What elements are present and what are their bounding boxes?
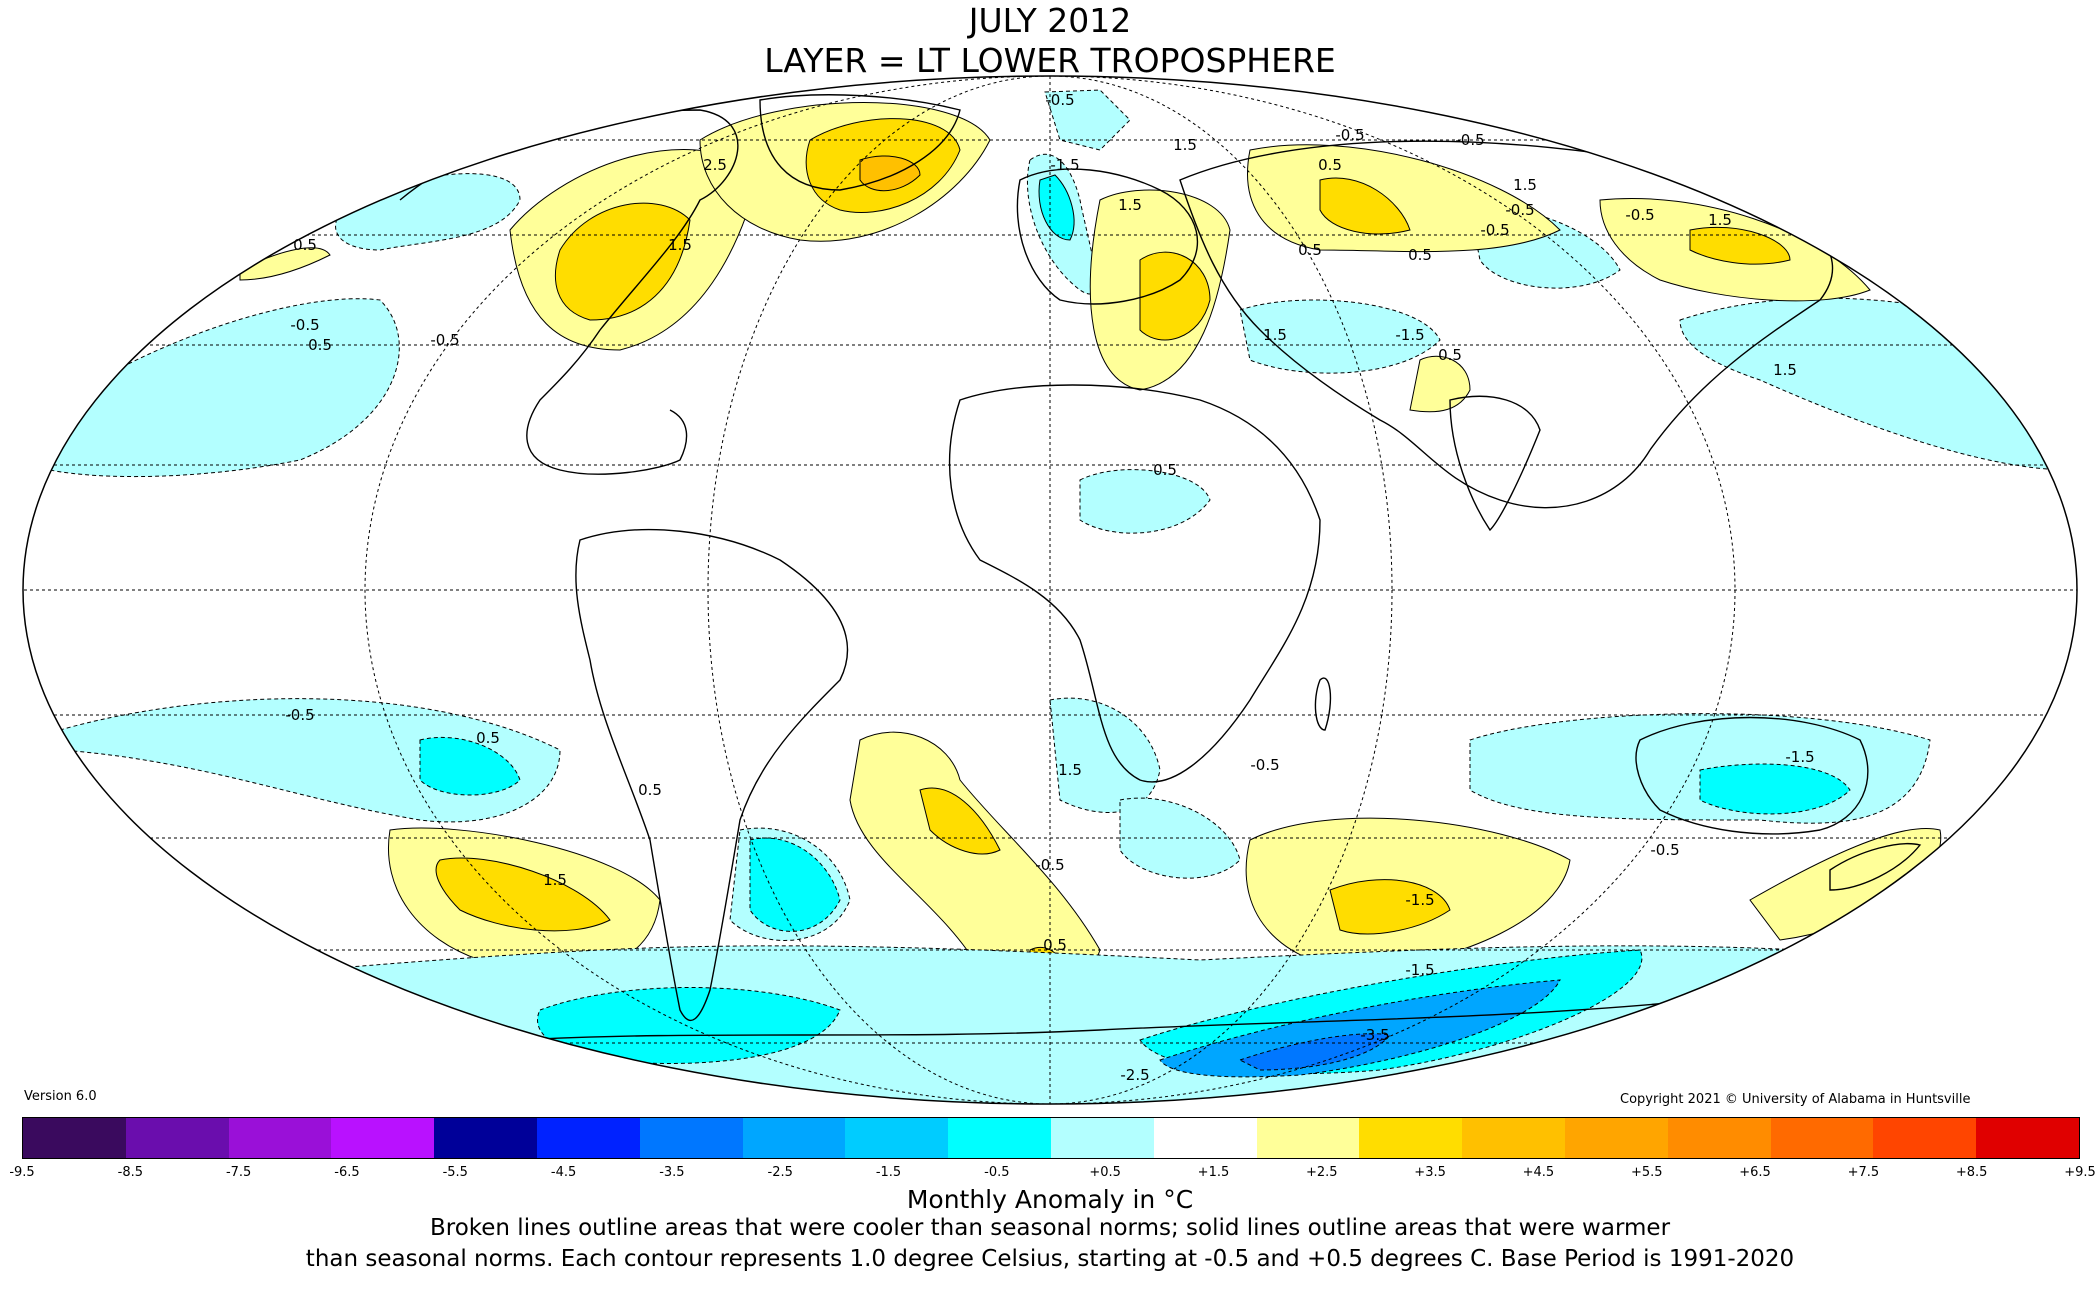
- colorbar-tick-label: +9.5: [2064, 1165, 2096, 1180]
- colorbar-tick-label: -2.5: [767, 1165, 793, 1180]
- colorbar-swatch: [1667, 1118, 1771, 1158]
- colorbar-swatch: [742, 1118, 846, 1158]
- colorbar-swatch: [228, 1118, 332, 1158]
- colorbar-swatch: [1153, 1118, 1257, 1158]
- contour-label: 1.5: [1513, 176, 1537, 194]
- colorbar-swatch: [1462, 1118, 1565, 1158]
- colorbar-tick-label: -4.5: [550, 1165, 577, 1180]
- contour-label: 0.5: [308, 336, 332, 354]
- contour-label: -1.5: [1395, 326, 1424, 344]
- contour-label: -0.5: [285, 706, 314, 724]
- colorbar-swatch: [331, 1118, 435, 1158]
- contour-label: 0.5: [476, 729, 500, 747]
- colorbar-swatch: [434, 1118, 537, 1158]
- map-title: JULY 2012: [968, 1, 1132, 40]
- contour-label: 0.5: [1318, 156, 1342, 174]
- contour-label: 1.5: [1708, 211, 1732, 229]
- contour-label: 0.5: [1153, 461, 1177, 479]
- colorbar: [22, 1117, 2080, 1159]
- contour-label: -0.5: [1650, 841, 1679, 859]
- colorbar-tick-label: +7.5: [1847, 1165, 1880, 1180]
- contour-label: 1.5: [1173, 136, 1197, 154]
- contour-label: -0.5: [430, 331, 459, 349]
- contour-label: -0.5: [1335, 126, 1364, 144]
- colorbar-swatch: [1050, 1118, 1154, 1158]
- colorbar-swatch: [1770, 1118, 1874, 1158]
- contour-label: 0.5: [1438, 346, 1462, 364]
- contour-label: -3.5: [1360, 1026, 1389, 1044]
- colorbar-tick-label: +3.5: [1414, 1165, 1446, 1180]
- colorbar-tick-label: +1.5: [1197, 1165, 1230, 1180]
- colorbar-swatch: [1256, 1118, 1360, 1158]
- contour-label: -0.5: [1045, 91, 1074, 109]
- note-line-1: Broken lines outline areas that were coo…: [429, 1215, 1671, 1241]
- anomaly-fields: [23, 76, 2077, 1104]
- colorbar-tick-label: +6.5: [1739, 1165, 1771, 1180]
- contour-label: -0.5: [1505, 201, 1534, 219]
- copyright-label: Copyright 2021 © University of Alabama i…: [1620, 1092, 1971, 1107]
- contour-label: -1.5: [1405, 891, 1434, 909]
- globe-outline: [22, 75, 2078, 1105]
- contour-label: -0.5: [1480, 221, 1509, 239]
- colorbar-tick-label: +5.5: [1630, 1165, 1663, 1180]
- colorbar-tick-label: -5.5: [442, 1165, 468, 1180]
- contour-label: 1.5: [543, 871, 567, 889]
- colorbar-tick-label: +4.5: [1522, 1165, 1555, 1180]
- contour-label: 0.5: [1408, 246, 1432, 264]
- colorbar-tick-label: -0.5: [984, 1165, 1010, 1180]
- colorbar-swatch: [23, 1118, 126, 1158]
- contour-label: -1.5: [1785, 748, 1814, 766]
- colorbar-tick-label: -3.5: [659, 1165, 685, 1180]
- version-label: Version 6.0: [24, 1089, 97, 1104]
- contour-label: -1.5: [1050, 156, 1079, 174]
- colorbar-swatch: [1976, 1118, 2079, 1158]
- contour-label: 0.5: [1298, 241, 1322, 259]
- contour-label: -0.5: [1455, 131, 1484, 149]
- map-subtitle: LAYER = LT LOWER TROPOSPHERE: [764, 41, 1336, 80]
- contour-label: 1.5: [668, 236, 692, 254]
- colorbar-label: Monthly Anomaly in °C: [906, 1185, 1194, 1214]
- colorbar-swatch: [639, 1118, 743, 1158]
- colorbar-tick-label: -7.5: [225, 1165, 252, 1180]
- colorbar-tick-label: -9.5: [9, 1165, 35, 1180]
- contour-label: -0.5: [290, 316, 319, 334]
- colorbar-swatch: [948, 1118, 1051, 1158]
- colorbar-swatch: [125, 1118, 229, 1158]
- colorbar-tick-label: +8.5: [1955, 1165, 1988, 1180]
- colorbar-swatch: [845, 1118, 949, 1158]
- colorbar-swatch: [1359, 1118, 1463, 1158]
- colorbar-tick-label: +0.5: [1089, 1165, 1121, 1180]
- contour-label: 1.5: [1058, 761, 1082, 779]
- contour-label: 1.5: [1263, 326, 1287, 344]
- colorbar-tick-label: +2.5: [1305, 1165, 1338, 1180]
- contour-label: -0.5: [1625, 206, 1654, 224]
- contour-label: -2.5: [1120, 1066, 1149, 1084]
- colorbar-swatch: [1564, 1118, 1668, 1158]
- colorbar-swatch: [536, 1118, 640, 1158]
- contour-label: 2.5: [703, 156, 727, 174]
- contour-label: 0.5: [1043, 936, 1067, 954]
- contour-labels: 0.5 -0.5 -0.5 1.5 1.5 2.5 -0.5 -1.5 1.5 0.5 1.5 -0.…: [285, 91, 1814, 1084]
- contour-label: 0.5: [293, 236, 317, 254]
- contour-label: -0.5: [1035, 856, 1064, 874]
- contour-label: 1.5: [1118, 196, 1142, 214]
- contour-label: 1.5: [1773, 361, 1797, 379]
- note-line-2: than seasonal norms. Each contour repres…: [305, 1246, 1795, 1272]
- colorbar-tick-label: -1.5: [875, 1165, 902, 1180]
- contour-label: 0.5: [638, 781, 662, 799]
- coastlines: [399, 94, 1922, 1041]
- colorbar-swatch: [1873, 1118, 1977, 1158]
- colorbar-tick-label: -8.5: [117, 1165, 143, 1180]
- contour-label: -1.5: [1405, 961, 1434, 979]
- contour-label: -0.5: [1250, 756, 1279, 774]
- colorbar-tick-label: -6.5: [334, 1165, 360, 1180]
- world-anomaly-map: 0.5 -0.5 -0.5 1.5 1.5 2.5 -0.5 -1.5 1.5 0.5 1.5 -0.…: [22, 75, 2078, 1105]
